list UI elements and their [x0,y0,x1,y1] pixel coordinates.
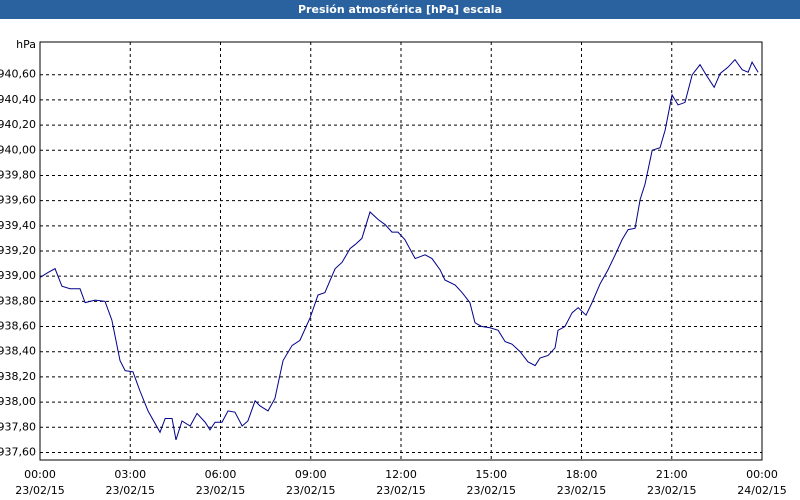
y-tick-label: 940,20 [0,118,36,131]
x-tick-label: 18:00 [566,468,598,481]
y-tick-label: 937,60 [0,445,36,458]
y-tick-label: 939,20 [0,244,36,257]
y-tick-label: 938,60 [0,320,36,333]
plot-frame [39,41,763,461]
x-tick-label: 00:00 [24,468,56,481]
x-tick-label: 12:00 [385,468,417,481]
y-tick-label: 938,00 [0,395,36,408]
x-tick-label: 03:00 [114,468,146,481]
x-tick-date: 24/02/15 [737,484,786,497]
x-tick-label: 21:00 [656,468,688,481]
y-axis-label: hPa [16,38,36,51]
x-tick-date: 23/02/15 [286,484,335,497]
y-tick-label: 938,20 [0,370,36,383]
line [39,58,759,441]
x-tick-date: 23/02/15 [376,484,425,497]
y-tick-label: 940,40 [0,93,36,106]
y-tick-label: 939,60 [0,194,36,207]
x-tick-label: 06:00 [205,468,237,481]
y-tick-label: 939,00 [0,269,36,282]
y-tick-label: 940,00 [0,143,36,156]
x-tick-date: 23/02/15 [467,484,516,497]
y-tick-label: 939,80 [0,168,36,181]
x-tick-label: 15:00 [475,468,507,481]
y-tick-label: 938,80 [0,294,36,307]
plot [39,42,763,460]
x-tick-label: 09:00 [295,468,327,481]
x-tick-date: 23/02/15 [15,484,64,497]
y-tick-label: 938,40 [0,345,36,358]
y-tick-label: 939,40 [0,219,36,232]
y-tick-label: 940,60 [0,68,36,81]
x-tick-label: 00:00 [746,468,778,481]
chart-title: Presión atmosférica [hPa] escala [298,3,502,16]
x-tick-date: 23/02/15 [557,484,606,497]
title-bar [0,0,800,19]
y-tick-label: 937,80 [0,420,36,433]
x-tick-date: 23/02/15 [196,484,245,497]
x-tick-date: 23/02/15 [106,484,155,497]
x-tick-date: 23/02/15 [647,484,696,497]
